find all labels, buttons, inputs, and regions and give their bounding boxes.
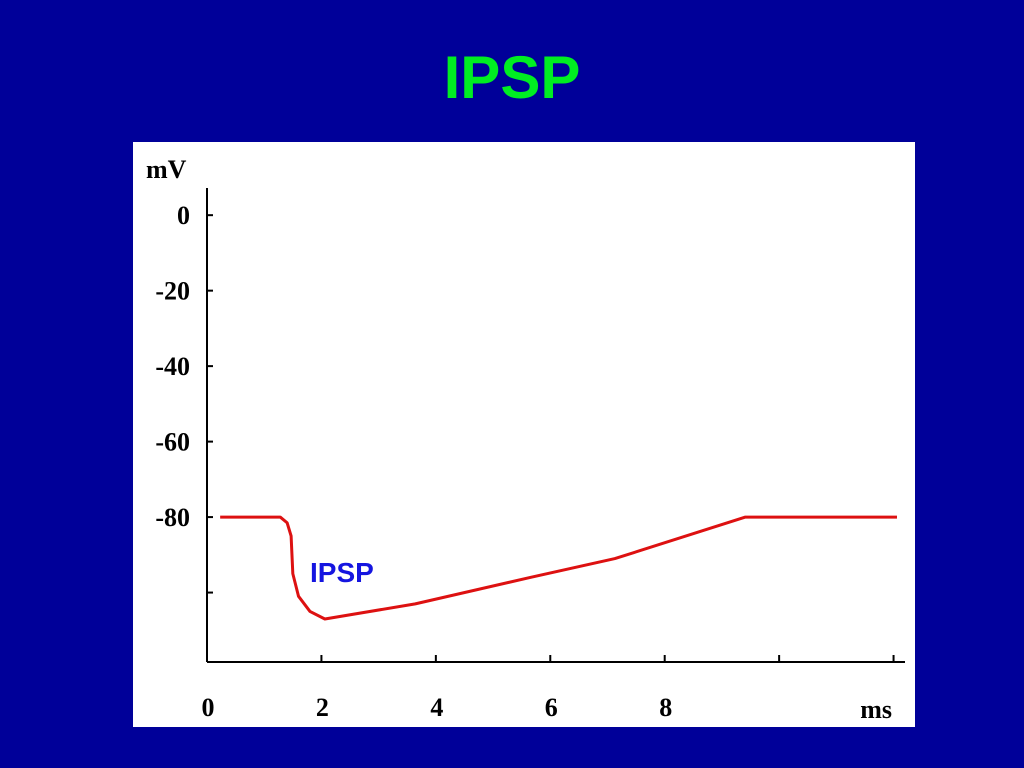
x-tick-label: 2 xyxy=(316,693,329,722)
data-line xyxy=(220,515,897,621)
y-tick-label: -40 xyxy=(155,352,190,381)
x-tick-label: 4 xyxy=(430,693,443,722)
y-axis-label: mV xyxy=(146,155,187,184)
y-tick-label: -80 xyxy=(155,503,190,532)
x-axis-label: ms xyxy=(860,695,892,724)
y-tick-label: 0 xyxy=(177,201,190,230)
x-tick-label: 6 xyxy=(545,693,558,722)
annotation: IPSP xyxy=(310,557,374,588)
y-tick-label: -60 xyxy=(155,428,190,457)
chart-panel xyxy=(133,142,915,727)
chart-title: IPSP xyxy=(444,44,581,111)
x-tick-label: 8 xyxy=(659,693,672,722)
x-tick-label: 0 xyxy=(202,693,215,722)
y-tick-label: -20 xyxy=(155,277,190,306)
